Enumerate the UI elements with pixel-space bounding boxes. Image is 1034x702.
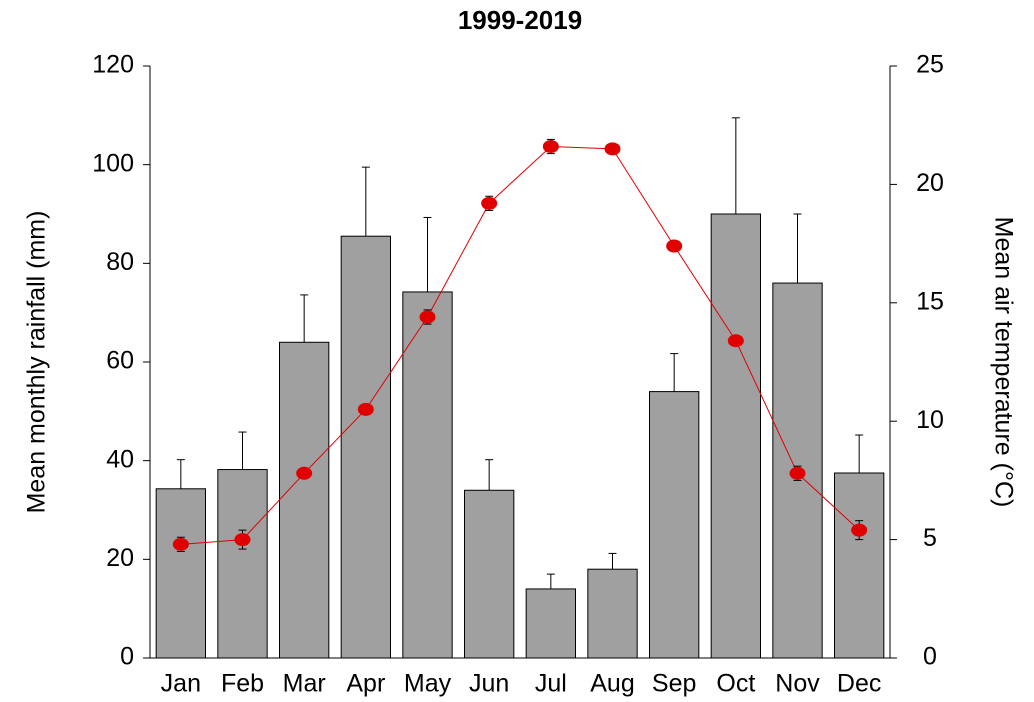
y-tick-label: 60: [106, 347, 134, 375]
bar: [155, 488, 207, 659]
y-tick-label: 120: [92, 51, 134, 79]
y-axis-label: Mean monthly rainfall (mm): [23, 211, 51, 514]
point: [172, 537, 189, 551]
bar: [340, 235, 391, 659]
bar: [710, 213, 762, 659]
y2-tick-label: 5: [923, 524, 937, 552]
point: [419, 310, 436, 324]
bar: [525, 588, 577, 659]
x-tick-label: Apr: [346, 670, 385, 698]
x-tick-label: Jan: [161, 670, 201, 698]
x-tick-label: Jun: [469, 670, 509, 698]
y2-tick-label: 10: [916, 406, 944, 434]
bar: [587, 568, 638, 659]
bar: [649, 391, 700, 659]
x-tick-label: Dec: [837, 670, 881, 698]
x-tick-label: Jul: [535, 670, 567, 698]
point: [666, 239, 683, 253]
point: [481, 196, 498, 210]
y-tick-label: 0: [120, 643, 134, 671]
y-tick-label: 100: [92, 149, 134, 177]
x-tick-label: Sep: [652, 670, 696, 698]
bar: [464, 489, 515, 659]
y2-axis-label: Mean air temperature (°C): [989, 217, 1017, 508]
point: [789, 466, 806, 480]
x-tick-label: Oct: [716, 670, 755, 698]
point: [296, 466, 313, 480]
y-tick-label: 20: [106, 544, 134, 572]
x-tick-label: Feb: [221, 670, 264, 698]
y2-tick-label: 25: [916, 51, 944, 79]
point: [727, 334, 744, 348]
point: [604, 142, 621, 156]
bar: [402, 291, 453, 659]
y-tick-label: 80: [106, 248, 134, 276]
line: [180, 146, 860, 545]
point: [851, 523, 868, 537]
point: [542, 140, 559, 154]
x-tick-label: Aug: [590, 670, 634, 698]
x-tick-label: Nov: [775, 670, 820, 698]
bar: [279, 341, 330, 659]
y2-tick-label: 20: [916, 169, 944, 197]
point: [234, 533, 251, 547]
y-tick-label: 40: [106, 445, 134, 473]
x-tick-label: May: [404, 670, 452, 698]
x-tick-label: Mar: [283, 670, 326, 698]
bar: [217, 469, 268, 659]
y2-tick-label: 0: [923, 643, 937, 671]
point: [357, 402, 374, 416]
y2-tick-label: 15: [916, 287, 944, 315]
bar: [834, 472, 885, 659]
chart-title: 1999-2019: [458, 5, 582, 35]
